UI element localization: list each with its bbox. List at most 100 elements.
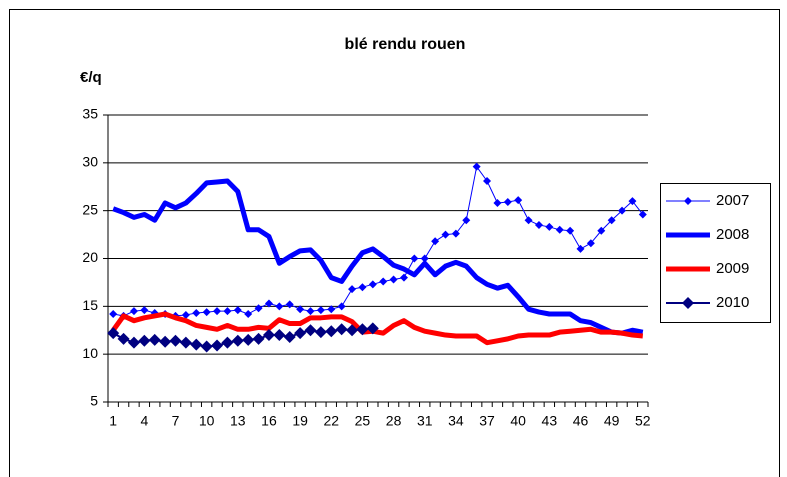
- x-tick-label: 7: [172, 413, 180, 429]
- marker: [285, 300, 294, 309]
- marker: [275, 302, 284, 311]
- marker: [493, 199, 502, 208]
- x-tick-label: 40: [510, 413, 526, 429]
- marker: [109, 309, 118, 318]
- y-tick-label: 15: [82, 297, 98, 313]
- marker: [169, 334, 182, 347]
- x-tick-label: 1: [109, 413, 117, 429]
- marker: [316, 306, 325, 315]
- marker: [223, 307, 232, 316]
- marker: [325, 325, 338, 338]
- x-tick-label: 13: [230, 413, 246, 429]
- marker: [190, 338, 203, 351]
- marker: [202, 308, 211, 317]
- marker: [252, 332, 265, 345]
- marker: [368, 280, 377, 289]
- marker: [597, 226, 606, 235]
- x-tick-label: 34: [448, 413, 464, 429]
- chart-border: [9, 9, 780, 477]
- marker: [159, 335, 172, 348]
- series-line: [112, 178, 644, 336]
- marker: [181, 310, 190, 319]
- marker: [524, 216, 533, 225]
- marker: [138, 334, 151, 347]
- marker: [366, 322, 379, 335]
- marker: [389, 275, 398, 284]
- x-tick-label: 10: [199, 413, 215, 429]
- marker: [514, 196, 523, 205]
- marker: [304, 324, 317, 337]
- legend-label: 2010: [716, 294, 749, 311]
- marker: [555, 225, 564, 234]
- marker: [211, 339, 224, 352]
- marker: [348, 285, 357, 294]
- marker: [262, 329, 275, 342]
- legend-marker: [682, 297, 694, 309]
- marker: [472, 162, 481, 171]
- x-tick-label: 31: [417, 413, 433, 429]
- marker: [618, 206, 627, 215]
- x-tick-label: 46: [573, 413, 589, 429]
- marker: [576, 244, 585, 253]
- marker: [399, 273, 408, 282]
- marker: [244, 309, 253, 318]
- marker: [233, 306, 242, 315]
- x-tick-label: 52: [635, 413, 651, 429]
- marker: [254, 304, 263, 313]
- marker: [503, 198, 512, 207]
- marker: [231, 334, 244, 347]
- marker: [335, 323, 348, 336]
- y-tick-label: 25: [82, 201, 98, 217]
- marker: [586, 239, 595, 248]
- marker: [294, 327, 307, 340]
- marker: [296, 305, 305, 314]
- marker: [127, 336, 140, 349]
- marker: [346, 324, 359, 337]
- marker: [337, 302, 346, 311]
- y-tick-label: 20: [82, 249, 98, 265]
- marker: [213, 307, 222, 316]
- legend-label: 2007: [716, 192, 749, 209]
- y-tick-label: 35: [82, 106, 98, 122]
- marker: [410, 254, 419, 263]
- marker: [607, 216, 616, 225]
- marker: [148, 333, 161, 346]
- x-tick-label: 22: [323, 413, 339, 429]
- marker: [638, 210, 647, 219]
- marker: [129, 307, 138, 316]
- marker: [117, 332, 130, 345]
- marker: [221, 336, 234, 349]
- x-tick-label: 25: [355, 413, 371, 429]
- x-tick-label: 16: [261, 413, 277, 429]
- marker: [327, 305, 336, 314]
- marker: [431, 237, 440, 246]
- x-tick-label: 28: [386, 413, 402, 429]
- legend-label: 2008: [716, 226, 749, 243]
- x-tick-label: 19: [292, 413, 308, 429]
- marker: [534, 221, 543, 230]
- marker: [200, 340, 213, 353]
- series-line: [111, 311, 644, 346]
- chart-title: blé rendu rouen: [345, 36, 466, 53]
- series-line: [113, 166, 644, 317]
- marker: [545, 222, 554, 231]
- legend-box: [660, 183, 771, 323]
- y-tick-label: 10: [82, 345, 98, 361]
- marker: [441, 230, 450, 239]
- x-tick-label: 37: [479, 413, 495, 429]
- marker: [356, 323, 369, 336]
- marker: [451, 229, 460, 238]
- x-tick-label: 4: [140, 413, 148, 429]
- marker: [358, 283, 367, 292]
- marker: [314, 326, 327, 339]
- x-tick-label: 43: [542, 413, 558, 429]
- marker: [628, 197, 637, 206]
- marker: [462, 216, 471, 225]
- marker: [242, 333, 255, 346]
- marker: [107, 327, 120, 340]
- marker: [420, 254, 429, 263]
- y-axis-label: €/q: [80, 69, 102, 86]
- marker: [192, 309, 201, 318]
- marker: [306, 307, 315, 316]
- marker: [264, 299, 273, 308]
